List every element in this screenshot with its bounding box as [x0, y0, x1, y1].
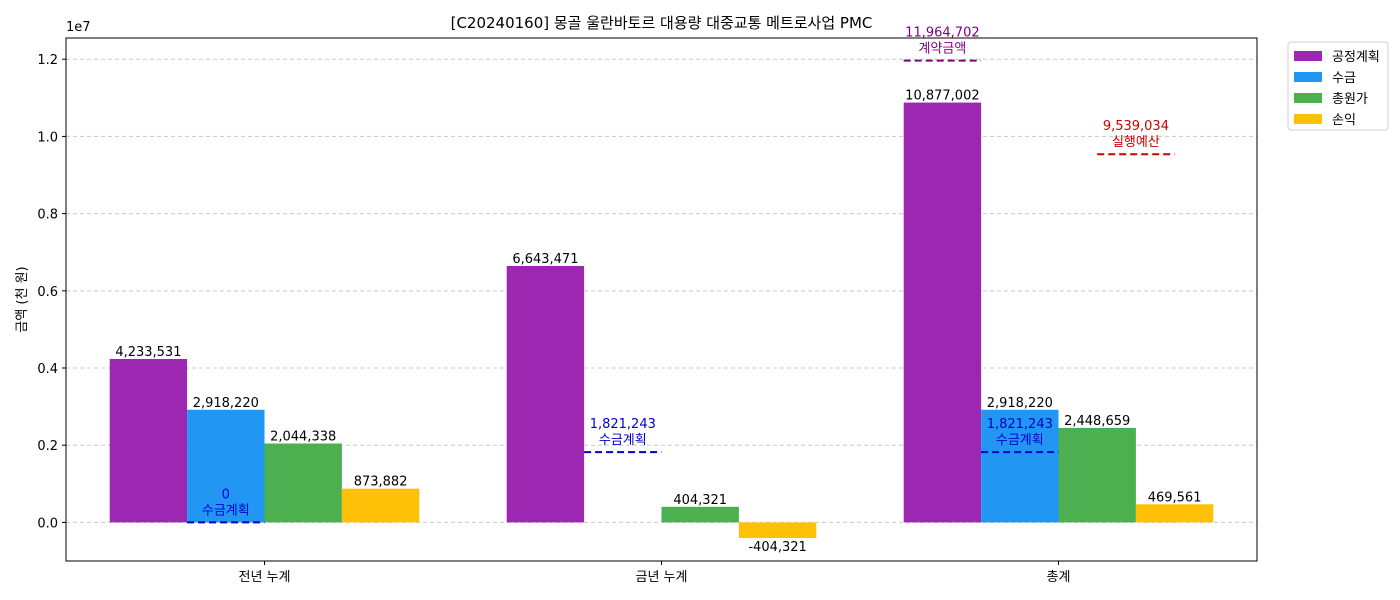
reference-text-label: 수금계획	[996, 433, 1044, 448]
bar-2-0	[264, 443, 342, 523]
bar-0-1	[506, 265, 585, 523]
y-tick-label: 0.4	[37, 362, 58, 377]
bar-3-1	[738, 522, 817, 539]
chart-title: [C20240160] 몽골 울란바토르 대용량 대중교통 메트로사업 PMC	[451, 14, 873, 32]
reference-value-label: 0	[222, 487, 230, 502]
reference-text-label: 실행예산	[1112, 134, 1160, 150]
y-tick-label: 0.6	[37, 285, 58, 300]
legend-box	[1287, 41, 1389, 131]
bar-1-0	[187, 409, 265, 523]
reference-text-label: 계약금액	[918, 42, 966, 57]
legend-label-0: 공정계획	[1332, 50, 1380, 65]
reference-value-label: 1,821,243	[590, 417, 656, 432]
y-tick-label: 0.2	[37, 439, 58, 454]
legend-swatch-0	[1294, 51, 1322, 61]
legend-swatch-3	[1294, 114, 1322, 124]
legend-label-2: 총원가	[1332, 92, 1368, 107]
bar-value-label: 6,643,471	[512, 252, 578, 267]
bar-value-label: 10,877,002	[905, 89, 979, 104]
reference-text-label: 수금계획	[599, 433, 647, 448]
bar-value-label: 873,882	[354, 475, 408, 490]
x-tick-label: 금년 누계	[636, 570, 688, 585]
y-axis-label: 금액 (천 원)	[15, 266, 30, 332]
legend-label-1: 수금	[1332, 71, 1356, 86]
bar-value-label: 404,321	[673, 493, 727, 508]
y-tick-label: 1.2	[37, 53, 58, 68]
y-tick-label: 0.0	[37, 516, 58, 531]
reference-value-label: 1,821,243	[987, 417, 1053, 432]
bar-value-label: 469,561	[1148, 490, 1202, 505]
bar-value-label: 2,044,338	[270, 429, 336, 444]
bar-value-label: 2,448,659	[1064, 414, 1130, 429]
bar-0-0	[109, 358, 188, 523]
bar-value-label: -404,321	[748, 540, 806, 555]
y-offset-label: 1e7	[66, 20, 91, 35]
x-tick-label: 전년 누계	[239, 570, 291, 585]
bar-3-2	[1135, 504, 1214, 523]
bar-2-1	[661, 506, 739, 523]
reference-text-label: 수금계획	[202, 503, 250, 518]
bar-value-label: 4,233,531	[115, 345, 181, 360]
bar-value-label: 2,918,220	[193, 396, 259, 411]
legend-swatch-1	[1294, 72, 1322, 82]
bar-3-0	[341, 488, 420, 523]
legend-label-3: 손익	[1332, 113, 1356, 128]
reference-value-label: 9,539,034	[1103, 119, 1169, 134]
bar-0-2	[903, 102, 982, 523]
x-tick-label: 총계	[1047, 570, 1071, 585]
legend-swatch-2	[1294, 93, 1322, 103]
bar-1-2	[981, 409, 1059, 523]
reference-value-label: 11,964,702	[905, 26, 979, 41]
y-tick-label: 0.8	[37, 208, 58, 223]
bar-value-label: 2,918,220	[987, 396, 1053, 411]
bar-2-2	[1058, 427, 1136, 523]
y-tick-label: 1.0	[37, 130, 58, 145]
